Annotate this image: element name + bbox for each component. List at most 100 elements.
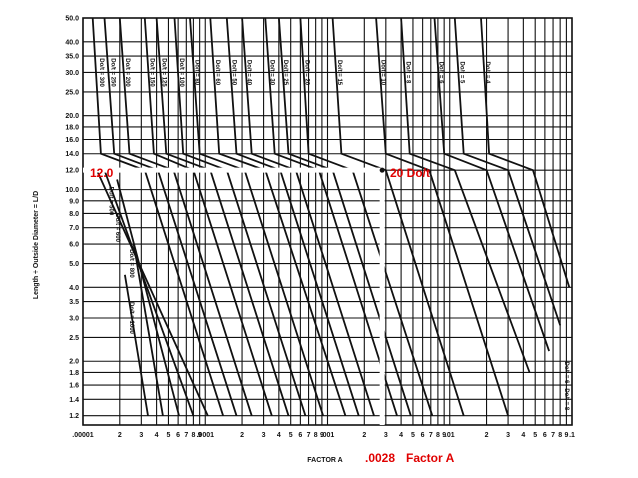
- series-line: [331, 17, 465, 416]
- curve-label: Do/t = 600: [114, 213, 120, 242]
- curve-label: Do/t = 15: [336, 60, 342, 86]
- curve-label: Do/t = 30: [269, 60, 275, 86]
- series-line: [132, 243, 164, 416]
- curve-label: Do/t = 150: [149, 58, 155, 87]
- curve-label: Do/t = 6: [563, 362, 569, 385]
- series-line: [375, 17, 509, 416]
- y-tick-label: 8.0: [69, 211, 79, 218]
- y-tick-label: 1.4: [69, 397, 79, 404]
- x-tick-label: 3: [506, 432, 510, 439]
- x-tick-label: 9: [564, 432, 568, 439]
- curve-label: Do/t = 800: [128, 249, 134, 278]
- series-line: [400, 17, 531, 373]
- ld-annotation: 12.0: [90, 166, 114, 180]
- series-line: [264, 17, 398, 416]
- series-line: [124, 274, 149, 416]
- y-tick-labels: 50.0 40.0 35.0 30.0 25.0 20.0 18.0 16.0 14.0 12.0…: [65, 16, 79, 421]
- x-tick-label: .01: [445, 432, 455, 439]
- series-line: [173, 17, 307, 416]
- x-tick-label: 8: [558, 432, 562, 439]
- dot-annotation: 20 Do/t: [390, 166, 430, 180]
- x-tick-label: 8: [314, 432, 318, 439]
- curve-label: Do/t = 5: [458, 62, 464, 85]
- series-line: [225, 17, 360, 416]
- x-tick-label: 7: [429, 432, 433, 439]
- x-tick-label: 3: [384, 432, 388, 439]
- curves: [91, 17, 571, 417]
- x-tick-label: .1: [569, 432, 575, 439]
- x-tick-label: 7: [307, 432, 311, 439]
- curve-label: Do/t = 80: [194, 60, 200, 86]
- y-tick-label: 12.0: [65, 168, 79, 175]
- x-tick-label: .001: [321, 432, 335, 439]
- curve-label: Do/t = 250: [109, 58, 115, 87]
- curve-label: Do/t = 500: [108, 187, 114, 216]
- x-tick-label: 4: [277, 432, 281, 439]
- series-line: [155, 17, 290, 416]
- y-tick-label: 2.5: [69, 335, 79, 342]
- curve-label: Do/t = 300: [98, 58, 104, 87]
- series-line: [143, 17, 273, 416]
- y-tick-label: 6.0: [69, 242, 79, 249]
- x-tick-label: .00001: [72, 432, 94, 439]
- curve-label: Do/t = 10: [380, 60, 386, 86]
- y-tick-label: 1.6: [69, 383, 79, 390]
- x-tick-label: 6: [298, 432, 302, 439]
- x-tick-label: 5: [166, 432, 170, 439]
- y-tick-label: 7.0: [69, 225, 79, 232]
- x-tick-label: 9: [198, 432, 202, 439]
- curve-label: Do/t = 200: [124, 58, 130, 87]
- x-tick-label: 3: [262, 432, 266, 439]
- x-tick-label: 6: [176, 432, 180, 439]
- x-tick-label: 5: [289, 432, 293, 439]
- curve-label: Do/t = 50: [231, 60, 237, 86]
- series-line: [278, 17, 412, 416]
- series-line: [116, 179, 180, 416]
- factor-value-annotation: .0028: [365, 451, 395, 465]
- curve-label: Do/t = 4: [484, 62, 490, 85]
- series-line: [241, 17, 375, 416]
- x-axis-title: FACTOR A: [307, 457, 342, 464]
- y-tick-label: 50.0: [65, 16, 79, 23]
- x-tick-label: 2: [118, 432, 122, 439]
- series-line: [118, 17, 253, 416]
- factor-label-annotation: Factor A: [406, 451, 455, 465]
- curve-label: Do/t = 20: [304, 60, 310, 86]
- y-tick-label: 10.0: [65, 187, 79, 194]
- x-tick-label: 9: [442, 432, 446, 439]
- x-tick-label: 2: [240, 432, 244, 439]
- y-axis-title: Length ÷ Outside Diameter = L/D: [33, 191, 40, 299]
- curve-label: Do/t = 40: [246, 60, 252, 86]
- highlight-lines: [83, 167, 385, 425]
- y-tick-label: 3.0: [69, 316, 79, 323]
- intersection-point: [379, 167, 385, 173]
- x-tick-label: 9: [320, 432, 324, 439]
- x-tick-label: 2: [485, 432, 489, 439]
- y-tick-label: 3.5: [69, 299, 79, 306]
- x-tick-label: 6: [421, 432, 425, 439]
- y-tick-label: 25.0: [65, 89, 79, 96]
- series-line: [299, 17, 434, 416]
- x-tick-label: 5: [411, 432, 415, 439]
- y-tick-label: 18.0: [65, 124, 79, 131]
- x-tick-label: 4: [155, 432, 159, 439]
- curve-labels: Do/t = 300 Do/t = 250 Do/t = 200 Do/t = 150…: [98, 58, 569, 411]
- x-tick-label: 2: [362, 432, 366, 439]
- x-tick-label: 8: [436, 432, 440, 439]
- y-tick-label: 16.0: [65, 137, 79, 144]
- series-line: [96, 169, 209, 417]
- y-tick-label: 30.0: [65, 70, 79, 77]
- x-tick-label: 7: [551, 432, 555, 439]
- y-tick-label: 40.0: [65, 39, 79, 46]
- x-tick-label: 4: [399, 432, 403, 439]
- curve-label: Do/t = 25: [282, 60, 288, 86]
- y-tick-label: 9.0: [69, 198, 79, 205]
- series-line: [480, 17, 571, 288]
- series-line: [453, 17, 562, 326]
- series-line: [103, 17, 238, 416]
- curve-label: Do/t = 125: [160, 58, 166, 87]
- y-tick-label: 14.0: [65, 151, 79, 158]
- x-tick-label: 8: [191, 432, 195, 439]
- series-line: [189, 17, 324, 416]
